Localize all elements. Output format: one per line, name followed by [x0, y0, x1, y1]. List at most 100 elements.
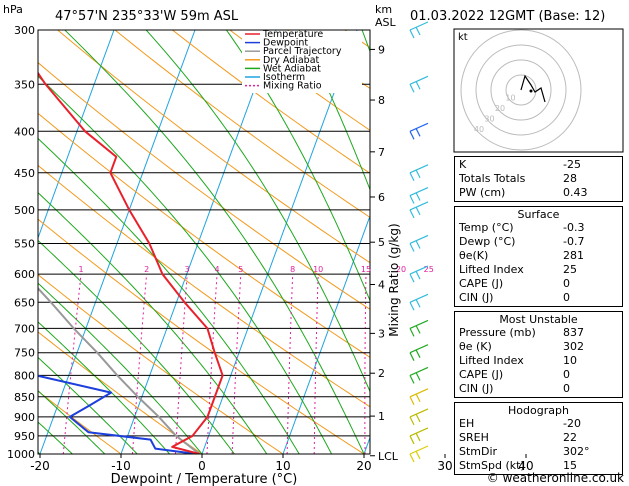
mixing-ratio-line: [286, 274, 294, 454]
wind-barb: [409, 427, 429, 437]
profile-curves: [38, 71, 224, 454]
stat-value: -0.3: [563, 221, 585, 234]
mixing-ratio-labels: 1 2 3 4 5 8 10 15 20 25: [78, 265, 433, 274]
dry-adiabat-line: [172, 30, 370, 174]
hodograph-stats-section: Hodograph EH -20 SREH 22 StmDir 302° StmSpd (k…: [454, 402, 623, 475]
stat-value: 0: [563, 382, 570, 395]
wind-barb-feather: [415, 240, 421, 249]
stat-label: EH: [459, 417, 475, 430]
wet-adiabat-line: [38, 321, 170, 454]
legend-entry: Temperature: [262, 29, 323, 40]
mixing-ratio-label: 2: [144, 265, 149, 274]
stat-row: Lifted Index 10: [459, 354, 618, 368]
stat-value: 0: [563, 277, 570, 290]
surface-section: Surface Temp (°C) -0.3 Dewp (°C) -0.7 θe(K) 2…: [454, 206, 623, 307]
stat-value: 0: [563, 291, 570, 304]
isotherm-line: [201, 30, 358, 454]
stat-value: -0.7: [563, 235, 585, 248]
hodograph-ring: [460, 29, 582, 151]
legend-entry: Mixing Ratio: [263, 81, 322, 92]
wind-barb: [409, 388, 429, 398]
mixing-ratio-label: 25: [424, 265, 434, 274]
km-tick-label: 1: [378, 410, 385, 423]
wind-barb-feather: [409, 375, 415, 384]
stat-label: Pressure (mb): [459, 326, 536, 339]
stat-row: θe (K) 302: [459, 340, 618, 354]
wind-barb-feather: [415, 372, 421, 381]
pressure-tick-label: 950: [14, 430, 35, 443]
wind-barb: [409, 445, 429, 455]
legend-entry: Isotherm: [263, 72, 305, 83]
stat-row: Totals Totals 28: [459, 172, 618, 186]
km-tick-label: 2: [378, 367, 385, 380]
stat-value: 281: [563, 249, 584, 262]
wind-barb: [409, 293, 429, 303]
stat-row: EH -20: [459, 417, 618, 431]
wind-barb-feather: [415, 169, 421, 179]
mixing-ratio-label: 3: [185, 265, 190, 274]
wet-adiabat-line: [225, 30, 370, 302]
km-tick-label: 6: [378, 191, 385, 204]
height-axis: 9 8 7 6 5 4 3 2 1 LCL: [370, 43, 399, 463]
km-tick-label: 3: [378, 327, 385, 340]
km-tick-label: 7: [378, 146, 385, 159]
wind-barb-feather: [409, 302, 415, 311]
dewpoint-curve: [38, 374, 197, 454]
wind-barb: [409, 344, 429, 354]
wind-barb-feather: [415, 432, 421, 442]
stat-label: PW (cm): [459, 186, 506, 199]
pressure-axis: 300 350 400 450 500 550 600 650 700 750 800 850 900 9…: [7, 24, 35, 461]
wind-barb-feather: [415, 450, 421, 460]
km-label: km: [375, 3, 392, 16]
stat-row: K -25: [459, 158, 618, 172]
mixing-ratio-line: [364, 274, 367, 454]
wind-barb-feather: [415, 128, 421, 137]
mixing-ratio-label: 5: [238, 265, 243, 274]
wind-barb-feather: [409, 209, 415, 219]
stat-label: Lifted Index: [459, 263, 524, 276]
plot-frame: [37, 29, 371, 455]
x-axis-label: Dewpoint / Temperature (°C): [111, 472, 298, 486]
isotherm-line: [38, 30, 115, 240]
hodograph-ring-label: 40: [474, 125, 484, 134]
most-unstable-section: Most Unstable Pressure (mb) 837 θe (K) 302 L…: [454, 311, 623, 398]
km-tick-label: 9: [378, 43, 385, 56]
surface-title: Surface: [517, 208, 560, 221]
hodograph-trace: [520, 74, 546, 103]
wind-barb-feather: [415, 26, 421, 36]
pressure-tick-label: 350: [14, 78, 35, 91]
wind-barb: [409, 265, 429, 275]
stat-label: Lifted Index: [459, 354, 524, 367]
stat-label: CIN (J): [459, 291, 494, 304]
stat-row: CIN (J) 0: [459, 382, 618, 396]
stat-value: 837: [563, 326, 584, 339]
wet-adiabat-line: [38, 75, 333, 454]
pressure-tick-label: 600: [14, 268, 35, 281]
stat-value: 10: [563, 354, 577, 367]
isotherm-line: [39, 30, 196, 454]
stat-value: 302°: [563, 445, 590, 458]
wind-barb-feather: [409, 328, 415, 337]
dry-adiabat-line: [38, 331, 203, 454]
legend-entry: Dewpoint: [263, 38, 308, 49]
location-title: 47°57'N 235°33'W 59m ASL: [55, 9, 239, 24]
pressure-tick-label: 500: [14, 204, 35, 217]
stat-value: 0: [563, 368, 570, 381]
stat-label: θe(K): [459, 249, 489, 262]
stat-row: PW (cm) 0.43: [459, 186, 618, 200]
dry-adiabat-line: [57, 30, 370, 264]
isotherm-line: [120, 30, 277, 454]
km-tick-label: 4: [378, 279, 385, 292]
x-tick-label: 10: [275, 459, 290, 473]
parcel-trajectory-curve: [38, 286, 201, 454]
hodograph-ring-label: 10: [505, 94, 515, 103]
stat-value: 22: [563, 431, 577, 444]
hpa-label: hPa: [3, 3, 23, 16]
km-tick-label: 8: [378, 94, 385, 107]
pressure-tick-label: 850: [14, 391, 35, 404]
stat-value: 302: [563, 340, 584, 353]
pressure-tick-label: 1000: [7, 448, 35, 461]
hodograph-kt-label: kt: [458, 32, 468, 43]
